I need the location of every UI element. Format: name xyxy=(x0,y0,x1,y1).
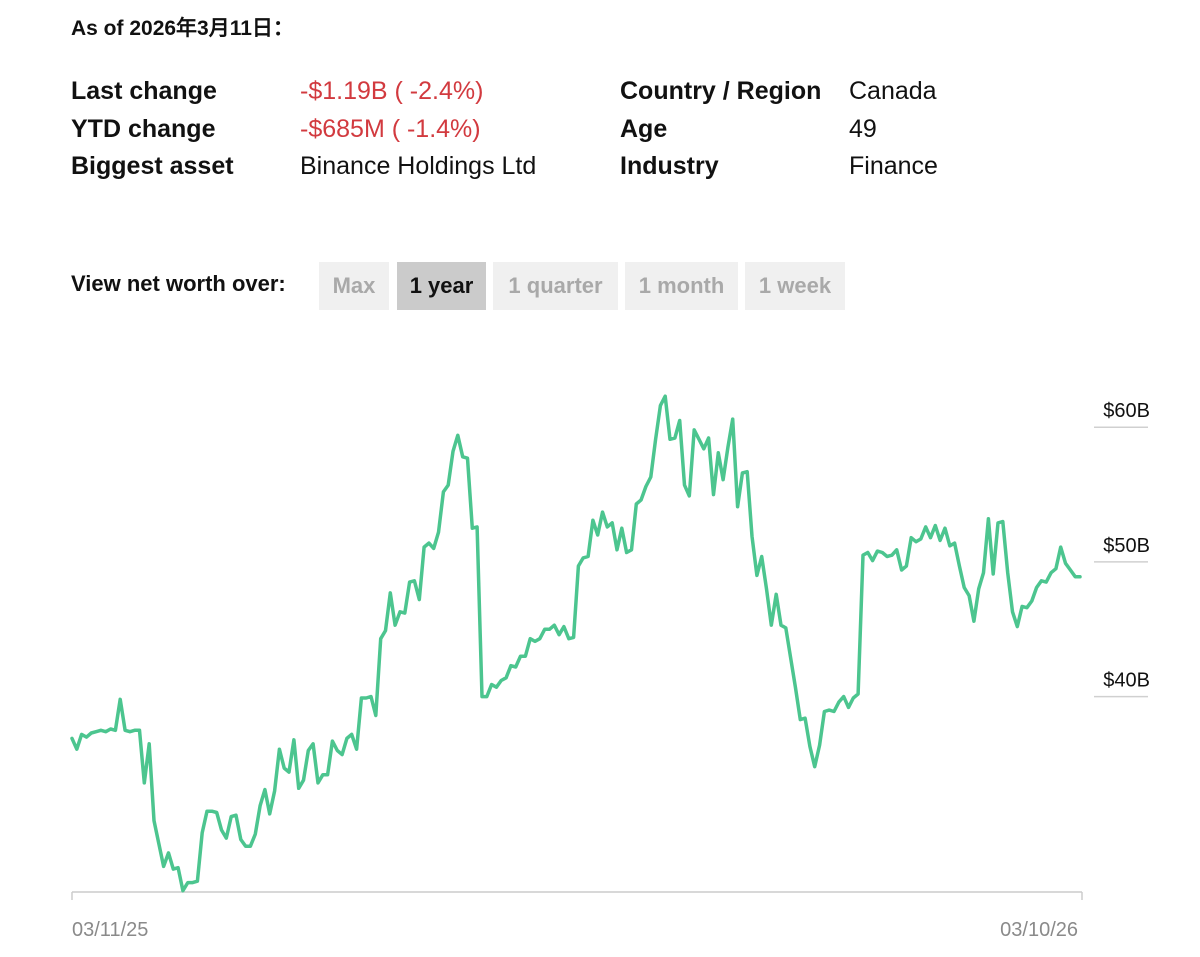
ytd-change-value: -$685M ( -1.4%) xyxy=(300,115,481,143)
age-value: 49 xyxy=(849,115,877,143)
range-button-max[interactable]: Max xyxy=(319,262,389,310)
range-button-1-quarter[interactable]: 1 quarter xyxy=(493,262,618,310)
last-change-value: -$1.19B ( -2.4%) xyxy=(300,77,484,105)
x-end-date-label: 03/10/26 xyxy=(1000,919,1078,941)
y-tick-label: $40B xyxy=(1103,670,1150,692)
country-value: Canada xyxy=(849,77,937,105)
range-button-1-month[interactable]: 1 month xyxy=(625,262,738,310)
as-of-date: As of 2026年3月11日： xyxy=(71,17,294,40)
y-tick-label: $50B xyxy=(1103,535,1150,557)
age-label: Age xyxy=(620,115,668,143)
range-button-1-week[interactable]: 1 week xyxy=(745,262,845,310)
biggest-asset-label: Biggest asset xyxy=(71,152,234,180)
range-selector-title: View net worth over: xyxy=(71,271,286,296)
x-start-date-label: 03/11/25 xyxy=(72,919,148,941)
country-label: Country / Region xyxy=(620,77,822,105)
ytd-change-label: YTD change xyxy=(71,115,216,143)
y-tick-label: $60B xyxy=(1103,400,1150,422)
last-change-label: Last change xyxy=(71,77,217,105)
range-button-1-year[interactable]: 1 year xyxy=(397,262,486,310)
industry-value: Finance xyxy=(849,152,938,180)
biggest-asset-value: Binance Holdings Ltd xyxy=(300,152,537,180)
industry-label: Industry xyxy=(620,152,719,180)
net-worth-line xyxy=(70,394,1082,893)
